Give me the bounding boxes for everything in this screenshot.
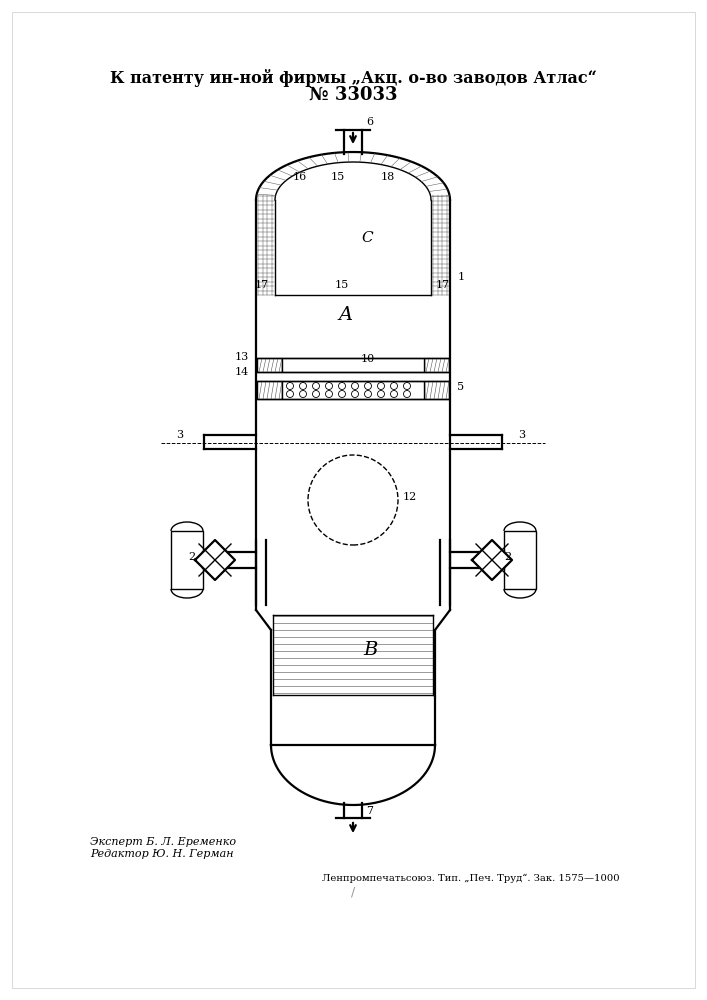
Text: 1: 1 (458, 272, 465, 282)
Text: 2: 2 (188, 552, 195, 562)
Circle shape (404, 390, 411, 397)
Text: 15: 15 (331, 172, 345, 182)
Text: 7: 7 (366, 806, 373, 816)
Bar (424, 358, 449, 372)
Circle shape (390, 382, 397, 389)
Text: A: A (338, 306, 352, 324)
Text: 3: 3 (518, 430, 525, 440)
Text: 6: 6 (366, 117, 373, 127)
Bar (171, 531, 203, 589)
Text: К патенту ин-ной фирмы „Акц. о-во заводов Атлас“: К патенту ин-ной фирмы „Акц. о-во заводо… (110, 69, 597, 87)
Bar (257, 358, 282, 372)
Text: 14: 14 (235, 367, 250, 377)
Text: 3: 3 (176, 430, 183, 440)
Polygon shape (472, 540, 512, 580)
Bar (424, 381, 449, 399)
Text: B: B (363, 641, 378, 659)
Circle shape (390, 390, 397, 397)
Text: Эксперт Б. Л. Еременко: Эксперт Б. Л. Еременко (90, 837, 236, 847)
Circle shape (404, 382, 411, 389)
Circle shape (351, 382, 358, 389)
Circle shape (378, 390, 385, 397)
Text: /: / (351, 886, 355, 898)
Circle shape (378, 382, 385, 389)
Bar (282, 358, 424, 372)
Text: 12: 12 (403, 492, 417, 502)
Circle shape (308, 455, 398, 545)
Circle shape (365, 382, 371, 389)
Text: 13: 13 (235, 352, 250, 362)
Bar (282, 381, 424, 399)
Bar (504, 531, 536, 589)
Bar (257, 381, 282, 399)
Text: 2: 2 (504, 552, 511, 562)
Circle shape (286, 382, 293, 389)
Circle shape (325, 382, 332, 389)
Text: 16: 16 (293, 172, 308, 182)
Circle shape (339, 390, 346, 397)
Circle shape (286, 390, 293, 397)
Circle shape (300, 382, 307, 389)
Polygon shape (195, 540, 235, 580)
Circle shape (365, 390, 371, 397)
Text: 18: 18 (381, 172, 395, 182)
Text: Ленпромпечатьсоюз. Тип. „Печ. Труд“. Зак. 1575—1000: Ленпромпечатьсоюз. Тип. „Печ. Труд“. Зак… (322, 873, 620, 883)
Circle shape (300, 390, 307, 397)
Circle shape (351, 390, 358, 397)
Text: 10: 10 (361, 354, 375, 364)
Circle shape (312, 382, 320, 389)
Text: C: C (361, 231, 373, 245)
Text: № 33033: № 33033 (309, 86, 397, 104)
Circle shape (312, 390, 320, 397)
Circle shape (325, 390, 332, 397)
Text: 17: 17 (436, 280, 450, 290)
Text: Редактор Ю. Н. Герман: Редактор Ю. Н. Герман (90, 849, 233, 859)
Text: 15: 15 (335, 280, 349, 290)
Text: 5: 5 (457, 382, 464, 392)
Circle shape (339, 382, 346, 389)
Text: 17: 17 (255, 280, 269, 290)
